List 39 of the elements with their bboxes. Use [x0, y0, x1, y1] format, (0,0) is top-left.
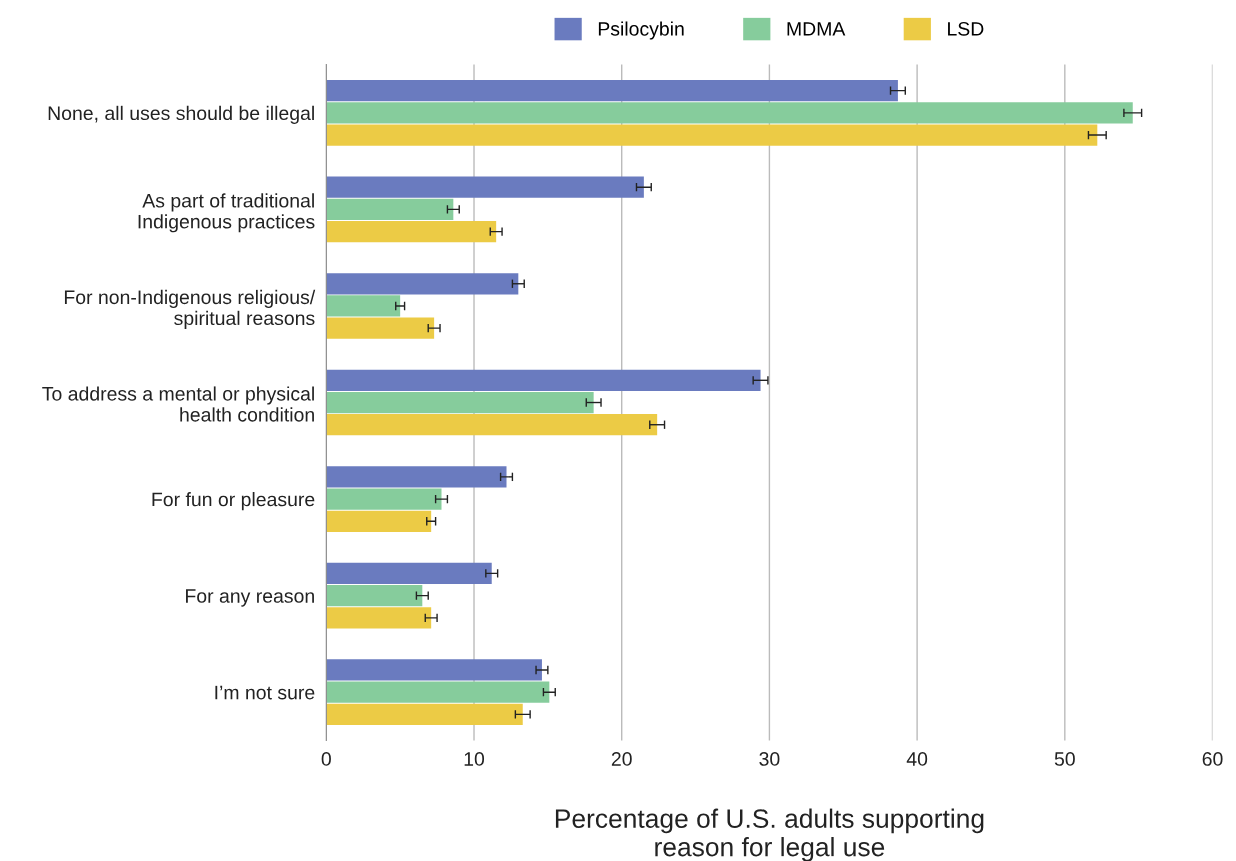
bar — [326, 681, 550, 703]
legend-label: Psilocybin — [598, 21, 684, 40]
bar — [326, 80, 898, 102]
bar — [326, 198, 454, 221]
x-tick-label: 60 — [1202, 752, 1223, 766]
bar — [326, 295, 401, 317]
legend-label: LSD — [948, 21, 984, 36]
bar — [326, 317, 435, 339]
bar — [326, 176, 644, 198]
x-tick-label: 0 — [321, 752, 331, 766]
legend-label: MDMA — [787, 22, 846, 36]
x-tick-label: 40 — [906, 752, 928, 766]
y-tick-label: For fun or pleasure — [152, 492, 315, 511]
x-axis-title: Percentage of U.S. adults supporting reason for legal use — [555, 808, 984, 861]
x-tick-label: 30 — [759, 752, 780, 766]
bar — [326, 562, 492, 585]
bar — [326, 488, 442, 510]
bar — [326, 659, 542, 681]
bar — [326, 607, 432, 629]
bar — [326, 414, 658, 436]
y-tick-label: For any reason — [186, 589, 314, 607]
y-tick-label: To address a mental or physical health condition — [42, 386, 314, 422]
bar — [326, 585, 423, 607]
y-tick-label: None, all uses should be illegal — [48, 105, 314, 124]
x-tick-label: 50 — [1054, 752, 1075, 766]
bar — [326, 273, 519, 295]
bar — [326, 102, 1133, 124]
y-tick-label: As part of traditional Indigenous practices — [138, 193, 315, 233]
y-tick-label: I’m not sure — [215, 685, 315, 700]
bar — [326, 369, 761, 391]
bar — [326, 703, 523, 726]
bar — [326, 124, 1098, 146]
x-tick-label: 10 — [464, 752, 485, 766]
bar — [326, 466, 507, 488]
bar — [326, 391, 594, 414]
x-tick-label: 20 — [611, 752, 632, 766]
bar — [326, 510, 432, 532]
bar — [326, 220, 497, 243]
y-tick-label: For non-Indigenous religious/ spiritual reasons — [64, 289, 316, 329]
